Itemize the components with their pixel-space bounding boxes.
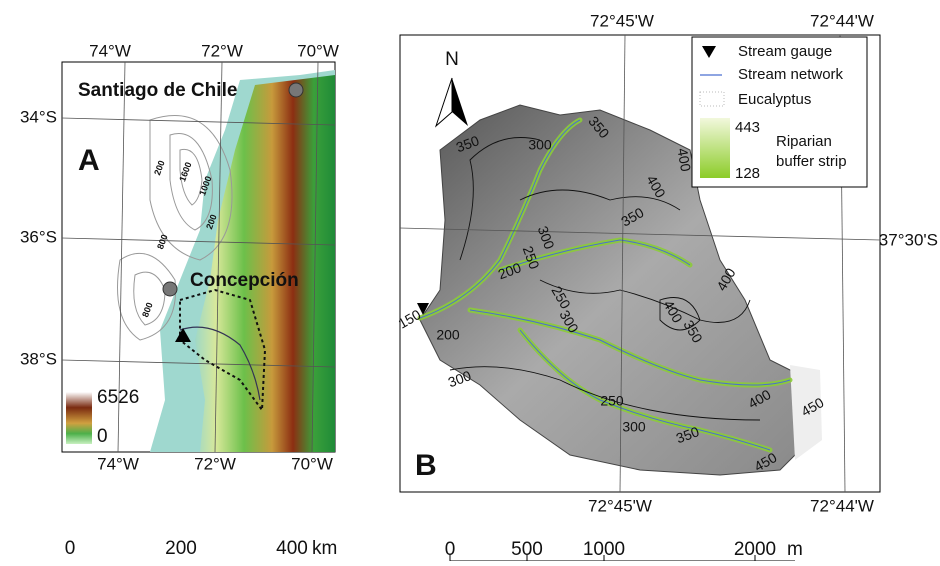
contour-label: 250	[600, 393, 624, 409]
bottom-tick: 70°W	[291, 454, 333, 473]
legend-item: Stream network	[738, 66, 844, 83]
left-tick: 34°S	[20, 107, 57, 126]
place-label: Santiago de Chile	[78, 80, 237, 101]
legend-max: 6526	[97, 387, 139, 408]
top-tick: 72°W	[201, 41, 243, 60]
scale-label: 500	[511, 539, 543, 560]
panel-label: A	[78, 144, 100, 177]
city-marker	[289, 83, 303, 97]
legend: Stream gauge Stream network Eucalyptus 4…	[692, 37, 867, 187]
place-label: Concepción	[190, 270, 299, 291]
panel-a: Santiago de Chile Concepción A 6526 0 74…	[20, 41, 339, 559]
bottom-tick: 72°44'W	[810, 496, 874, 515]
scale-label: 0	[445, 539, 456, 560]
top-tick: 74°W	[89, 41, 131, 60]
legend-item: buffer strip	[776, 153, 847, 170]
legend-min: 128	[735, 165, 760, 182]
right-tick: 37°30'S	[879, 230, 938, 249]
contour-label: 200	[436, 327, 460, 343]
top-tick: 72°45'W	[590, 11, 654, 30]
scale-label: 400	[276, 538, 308, 559]
scale-label: 2000	[734, 539, 776, 560]
bottom-tick: 72°45'W	[588, 496, 652, 515]
top-tick: 70°W	[297, 41, 339, 60]
panel-label: B	[415, 449, 437, 482]
panel-b: N Stream gauge Stream network Eucalyptus…	[395, 11, 938, 561]
north-label: N	[445, 49, 459, 70]
legend-min: 0	[97, 426, 108, 447]
elevation-legend	[66, 392, 92, 444]
contour-label: 300	[528, 137, 552, 153]
legend-item: Riparian	[776, 133, 832, 150]
left-tick: 36°S	[20, 227, 57, 246]
scale-label: 0	[65, 538, 76, 559]
figure: Santiago de Chile Concepción A 6526 0 74…	[0, 0, 940, 561]
city-marker	[163, 282, 177, 296]
top-tick: 72°44'W	[810, 11, 874, 30]
scale-label: 1000	[583, 539, 625, 560]
legend-item: Eucalyptus	[738, 91, 811, 108]
left-tick: 38°S	[20, 349, 57, 368]
bottom-tick: 72°W	[194, 454, 236, 473]
legend-max: 443	[735, 119, 760, 136]
scale-unit: m	[787, 539, 803, 560]
scale-label: 200	[165, 538, 197, 559]
contour-label: 300	[622, 419, 646, 435]
scale-unit: km	[312, 538, 337, 559]
bottom-tick: 74°W	[97, 454, 139, 473]
legend-item: Stream gauge	[738, 43, 832, 60]
